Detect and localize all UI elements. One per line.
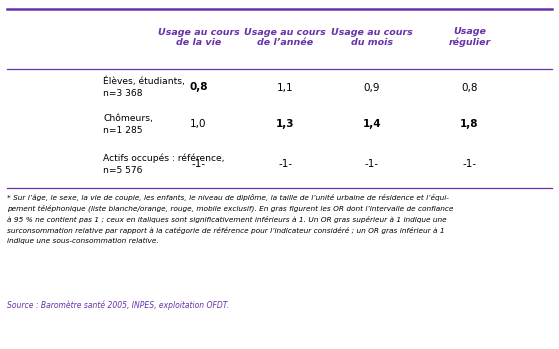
Text: * Sur l’âge, le sexe, la vie de couple, les enfants, le niveau de diplôme, la ta: * Sur l’âge, le sexe, la vie de couple, … [7, 194, 448, 201]
Text: Usage au cours
de la vie: Usage au cours de la vie [158, 28, 239, 47]
Text: Usage
régulier: Usage régulier [448, 27, 491, 47]
Text: -1-: -1- [462, 159, 477, 170]
Text: Élèves, étudiants,: Élèves, étudiants, [103, 77, 185, 86]
Text: indique une sous-consommation relative.: indique une sous-consommation relative. [7, 238, 158, 244]
Text: Source : Baromètre santé 2005, INPES, exploitation OFDT.: Source : Baromètre santé 2005, INPES, ex… [7, 301, 229, 311]
Text: Chômeurs,: Chômeurs, [103, 114, 153, 123]
Text: 1,0: 1,0 [190, 119, 207, 129]
Text: n=5 576: n=5 576 [103, 166, 143, 175]
Text: Actifs occupés : référence,: Actifs occupés : référence, [103, 154, 225, 163]
Text: 0,8: 0,8 [461, 82, 478, 92]
Text: 1,8: 1,8 [460, 119, 479, 129]
Text: 1,1: 1,1 [277, 82, 293, 92]
Text: 0,8: 0,8 [189, 82, 208, 92]
Text: surconsommation relative par rapport à la catégorie de référence pour l’indicate: surconsommation relative par rapport à l… [7, 227, 444, 234]
Text: n=1 285: n=1 285 [103, 126, 143, 135]
Text: n=3 368: n=3 368 [103, 89, 143, 98]
Text: Usage au cours
du mois: Usage au cours du mois [331, 28, 413, 47]
Text: pement téléphonique (liste blanche/orange, rouge, mobile exclusif). En gras figu: pement téléphonique (liste blanche/orang… [7, 205, 453, 213]
Text: -1-: -1- [191, 159, 206, 170]
Text: -1-: -1- [278, 159, 292, 170]
Text: à 95 % ne contient pas 1 ; ceux en italiques sont significativement inférieurs à: à 95 % ne contient pas 1 ; ceux en itali… [7, 216, 446, 223]
Text: 0,9: 0,9 [363, 82, 380, 92]
Text: -1-: -1- [364, 159, 379, 170]
Text: 1,3: 1,3 [276, 119, 295, 129]
Text: Usage au cours
de l’année: Usage au cours de l’année [244, 28, 326, 47]
Text: 1,4: 1,4 [362, 119, 381, 129]
